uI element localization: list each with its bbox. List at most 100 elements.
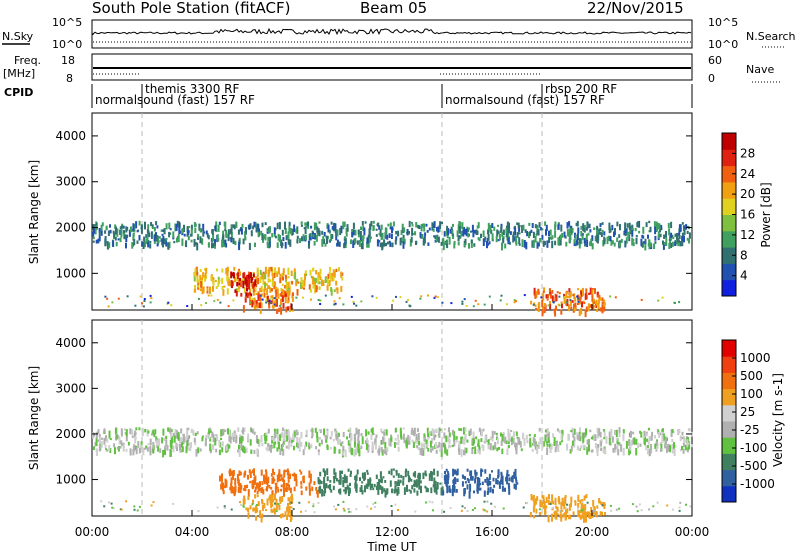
- echo-cell: [504, 487, 506, 492]
- echo-cell: [350, 433, 353, 441]
- echo-cell: [138, 220, 141, 226]
- echo-cell: [489, 443, 492, 449]
- echo-cell: [288, 292, 291, 296]
- echo-cell: [179, 444, 181, 451]
- echo-cell: [197, 510, 200, 513]
- echo-cell: [261, 298, 264, 301]
- echo-cell: [241, 223, 244, 228]
- echo-cell: [477, 439, 480, 447]
- echo-cell: [648, 508, 651, 511]
- echo-cell: [394, 442, 396, 448]
- echo-cell: [167, 242, 170, 250]
- echo-cell: [545, 505, 548, 509]
- echo-cell: [162, 229, 165, 232]
- echo-cell: [270, 300, 273, 305]
- echo-cell: [582, 223, 585, 231]
- echo-cell: [493, 226, 496, 231]
- echo-cell: [261, 498, 263, 503]
- echo-cell: [577, 494, 580, 502]
- echo-cell: [561, 509, 564, 512]
- echo-cell: [357, 430, 360, 434]
- echo-cell: [466, 510, 469, 512]
- echo-cell: [647, 243, 650, 247]
- echo-cell: [497, 239, 500, 242]
- echo-cell: [238, 444, 240, 452]
- echo-cell: [417, 475, 420, 479]
- echo-cell: [228, 280, 230, 284]
- echo-cell: [570, 502, 572, 508]
- echo-cell: [268, 485, 271, 489]
- colorbar-swatch: [722, 263, 736, 281]
- echo-cell: [260, 293, 263, 297]
- echo-cell: [207, 294, 210, 297]
- echo-cell: [577, 434, 580, 441]
- echo-cell: [498, 233, 501, 241]
- echo-cell: [573, 307, 576, 312]
- echo-cell: [442, 490, 445, 496]
- echo-cell: [296, 278, 299, 283]
- echo-cell: [287, 502, 289, 507]
- echo-cell: [598, 428, 601, 436]
- echo-cell: [593, 506, 596, 512]
- echo-cell: [212, 443, 215, 450]
- echo-cell: [309, 236, 312, 240]
- echo-cell: [234, 289, 237, 293]
- echo-cell: [300, 432, 303, 439]
- echo-cell: [312, 503, 315, 505]
- echo-cell: [435, 487, 438, 492]
- echo-cell: [544, 241, 546, 246]
- echo-cell: [657, 231, 660, 239]
- echo-cell: [542, 290, 545, 294]
- echo-cell: [487, 439, 490, 445]
- echo-cell: [594, 288, 596, 294]
- echo-cell: [400, 237, 403, 244]
- echo-cell: [586, 511, 589, 516]
- echo-cell: [308, 240, 310, 249]
- echo-cell: [259, 269, 262, 276]
- echo-cell: [331, 226, 334, 230]
- echo-cell: [249, 295, 251, 300]
- echo-cell: [523, 240, 526, 248]
- echo-cell: [249, 439, 252, 446]
- echo-cell: [521, 239, 524, 248]
- echo-cell: [629, 444, 632, 451]
- echo-cell: [507, 435, 510, 442]
- echo-cell: [461, 439, 464, 444]
- echo-cell: [239, 501, 241, 504]
- echo-cell: [329, 447, 332, 450]
- echo-cell: [484, 469, 487, 474]
- echo-cell: [593, 305, 596, 308]
- echo-cell: [248, 242, 251, 250]
- echo-cell: [687, 442, 690, 445]
- echo-cell: [405, 468, 408, 472]
- echo-cell: [251, 469, 254, 474]
- echo-cell: [265, 299, 268, 302]
- echo-cell: [369, 223, 372, 230]
- echo-cell: [599, 431, 602, 438]
- echo-cell: [329, 484, 332, 491]
- echo-cell: [186, 427, 189, 433]
- echo-cell: [376, 482, 379, 487]
- echo-cell: [547, 499, 550, 505]
- echo-cell: [491, 437, 494, 442]
- echo-cell: [331, 234, 334, 239]
- echo-cell: [273, 272, 276, 279]
- echo-cell: [630, 430, 632, 438]
- echo-cell: [470, 230, 472, 233]
- echo-cell: [574, 297, 577, 302]
- echo-cell: [496, 438, 499, 445]
- echo-cell: [523, 294, 526, 297]
- echo-cell: [254, 242, 256, 248]
- echo-cell: [446, 449, 449, 456]
- echo-cell: [566, 508, 569, 514]
- echo-cell: [266, 283, 268, 286]
- echo-cell: [416, 490, 419, 496]
- echo-cell: [178, 228, 181, 235]
- echo-cell: [350, 239, 352, 245]
- echo-cell: [334, 472, 337, 479]
- echo-cell: [332, 276, 335, 281]
- echo-cell: [133, 229, 136, 233]
- echo-cell: [292, 433, 295, 440]
- echo-cell: [407, 298, 409, 301]
- echo-cell: [290, 440, 293, 448]
